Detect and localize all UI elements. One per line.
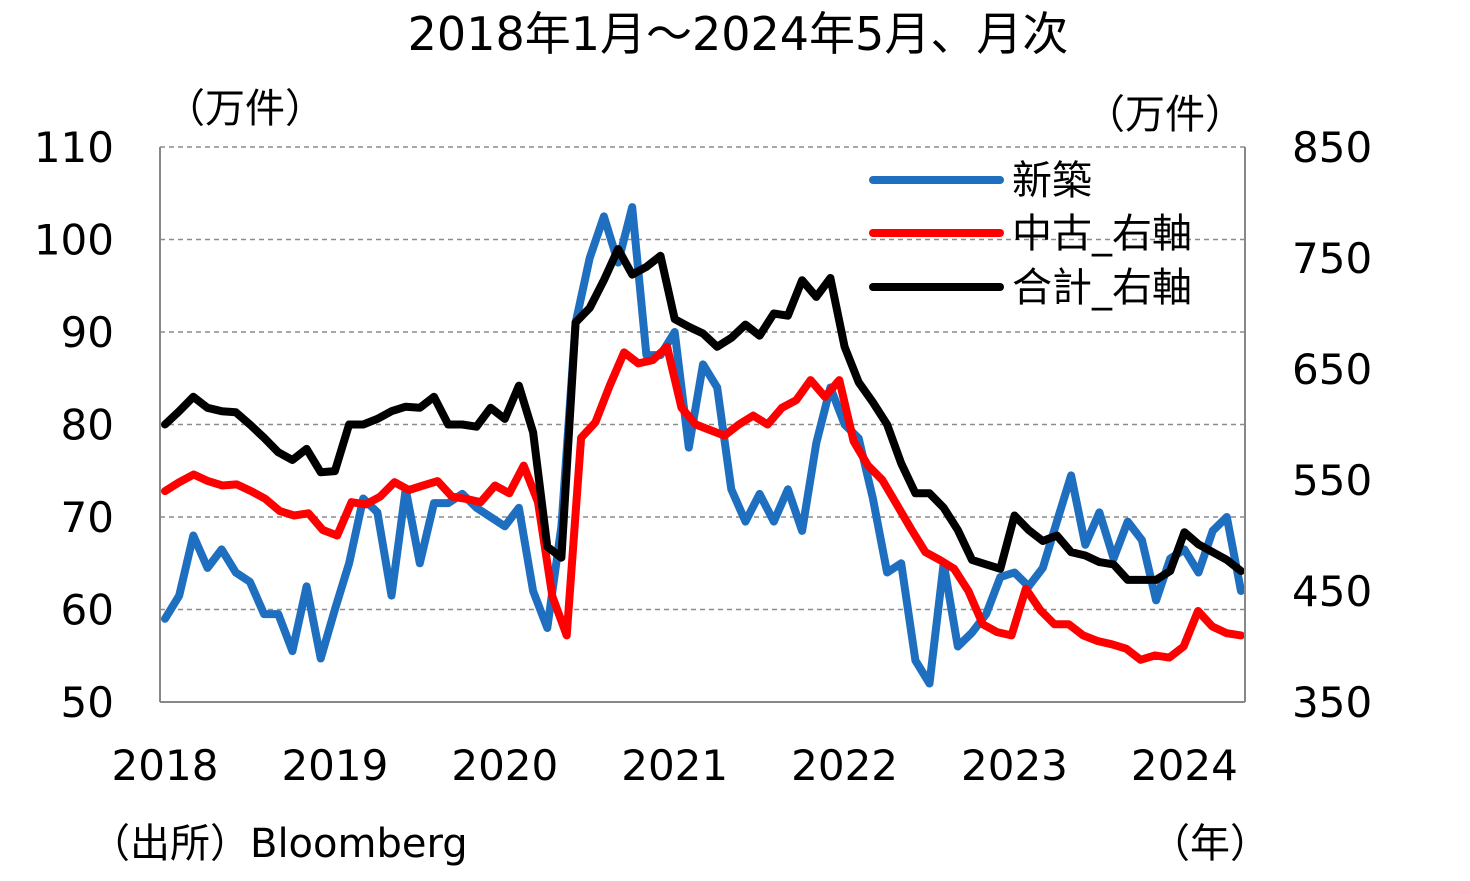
left-tick-label: 80 xyxy=(61,401,114,450)
right-tick-label: 550 xyxy=(1292,456,1372,505)
right-tick-label: 450 xyxy=(1292,567,1372,616)
source-note: （出所）Bloomberg xyxy=(90,821,468,867)
right-axis-ticks: 350 450 550 650 750 850 xyxy=(1292,123,1372,727)
x-tick-label: 2023 xyxy=(961,741,1068,790)
right-axis-unit: （万件） xyxy=(1085,92,1245,138)
legend-label: 新築 xyxy=(1012,158,1092,204)
x-tick-label: 2020 xyxy=(451,741,558,790)
x-tick-label: 2021 xyxy=(621,741,728,790)
chart-title: 2018年1月～2024年5月、月次 xyxy=(408,7,1069,61)
left-tick-label: 90 xyxy=(61,308,114,357)
x-tick-label: 2022 xyxy=(791,741,898,790)
x-axis-ticks: 2018 2019 2020 2021 2022 2023 2024 xyxy=(112,741,1238,790)
right-tick-label: 750 xyxy=(1292,234,1372,283)
left-axis-unit: （万件） xyxy=(165,86,325,132)
left-tick-label: 60 xyxy=(61,586,114,635)
right-tick-label: 650 xyxy=(1292,345,1372,394)
x-tick-label: 2019 xyxy=(281,741,388,790)
x-tick-label: 2024 xyxy=(1131,741,1238,790)
series-line xyxy=(161,203,1245,688)
legend-label: 中古_右軸 xyxy=(1012,211,1192,257)
series-line xyxy=(161,342,1245,664)
left-tick-label: 110 xyxy=(34,123,114,172)
left-tick-label: 50 xyxy=(61,678,114,727)
x-axis-label: （年） xyxy=(1150,821,1270,867)
series-lines xyxy=(161,203,1245,688)
left-tick-label: 70 xyxy=(61,493,114,542)
x-tick-label: 2018 xyxy=(112,741,219,790)
right-tick-label: 350 xyxy=(1292,678,1372,727)
series-line xyxy=(161,245,1245,584)
left-tick-label: 100 xyxy=(34,216,114,265)
right-tick-label: 850 xyxy=(1292,123,1372,172)
legend-label: 合計_右軸 xyxy=(1012,265,1192,311)
plot-frame xyxy=(159,147,1246,703)
left-axis-ticks: 50 60 70 80 90 100 110 xyxy=(34,123,114,727)
